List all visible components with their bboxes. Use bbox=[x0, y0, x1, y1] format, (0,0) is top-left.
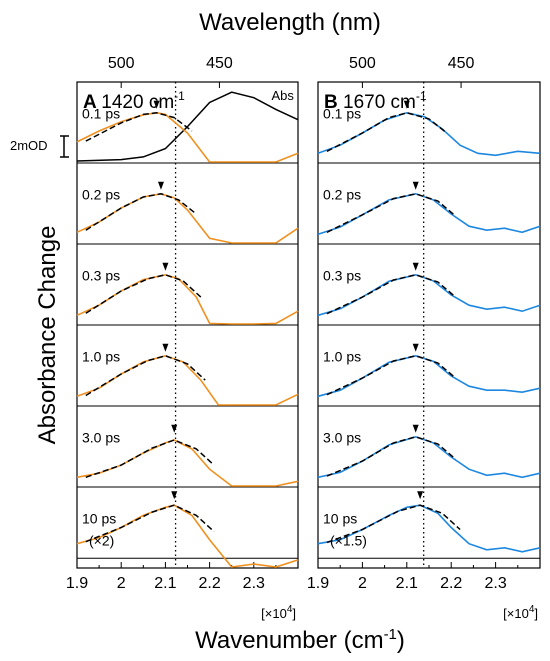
panel-b-trace-fit bbox=[326, 436, 457, 477]
panel-b-peak-marker bbox=[412, 181, 419, 190]
panel-a-trace-label: 3.0 ps bbox=[82, 429, 120, 445]
panel-a-trace-data bbox=[76, 504, 299, 568]
panel-a-x-tick-label: 2.3 bbox=[243, 575, 265, 592]
panel-b-top-tick-label: 450 bbox=[448, 55, 475, 72]
panel-a-trace-data bbox=[76, 111, 299, 163]
panel-a-peak-marker bbox=[171, 491, 178, 500]
panel-b-peak-marker bbox=[412, 343, 419, 352]
panel-b-x-multiplier: [×104] bbox=[503, 604, 538, 621]
panel-b-trace-label: 0.3 ps bbox=[323, 267, 361, 283]
panel-a-title: A 1420 cm-1 bbox=[83, 89, 185, 113]
panel-a-trace-data bbox=[76, 439, 299, 487]
panel-b-x-tick-label: 2.2 bbox=[440, 575, 462, 592]
panel-a-trace-fit bbox=[85, 504, 215, 543]
panel-b-x-tick-label: 2.1 bbox=[396, 575, 418, 592]
panel-a-peak-marker bbox=[162, 343, 169, 352]
panel-b-trace-label: 0.2 ps bbox=[323, 186, 361, 202]
panel-a-x-multiplier: [×104] bbox=[261, 604, 296, 621]
panel-a-peak-marker bbox=[171, 424, 178, 433]
panel-b-x-tick-label: 2 bbox=[358, 575, 367, 592]
panel-b-trace-data bbox=[317, 435, 541, 479]
panel-a-trace-label: 1.0 ps bbox=[82, 348, 120, 364]
panel-b-trace-data bbox=[317, 354, 541, 398]
panel-a-x-tick-label: 2 bbox=[117, 575, 126, 592]
panel-b: 1.9 2 2.1 2.2 2.3 500 450 [×104] B 1670 cm-10.1 … bbox=[307, 55, 541, 621]
y-axis-label: Absorbance Change bbox=[34, 226, 61, 445]
panel-a-peak-marker bbox=[162, 262, 169, 271]
bottom-axis-label-close: ) bbox=[397, 627, 405, 654]
panel-b-peak-marker bbox=[412, 262, 419, 271]
panel-b-peak-marker bbox=[412, 424, 419, 433]
panel-b-top-tick-label: 500 bbox=[349, 55, 376, 72]
panel-a-abs-label: Abs bbox=[271, 88, 294, 103]
panel-a: 1.9 2 2.1 2.2 2.3 500 450 [×104] A 1420 cm-1 Abs 0… bbox=[66, 55, 299, 621]
panel-a-x-tick-label: 2.2 bbox=[198, 575, 220, 592]
panel-b-title: B 1670 cm-1 bbox=[324, 89, 427, 113]
panel-a-top-tick-label: 500 bbox=[108, 55, 135, 72]
panel-a-trace-label: 0.2 ps bbox=[82, 186, 120, 202]
panel-a-trace-fit bbox=[85, 439, 215, 479]
panel-a-top-tick-label: 450 bbox=[206, 55, 233, 72]
panel-b-trace-scale-label: (×1.5) bbox=[330, 532, 367, 548]
panel-a-trace-label: 10 ps bbox=[82, 510, 116, 526]
panel-a-peak-marker bbox=[153, 100, 160, 109]
panel-a-trace-fit bbox=[85, 193, 197, 231]
panel-b-peak-marker bbox=[417, 491, 424, 500]
bottom-axis-label-sup: -1 bbox=[384, 626, 397, 643]
top-axis-label: Wavelength (nm) bbox=[199, 9, 381, 36]
panel-b-trace-fit bbox=[326, 355, 457, 396]
panel-b-trace-data bbox=[317, 273, 541, 317]
panel-b-peak-marker bbox=[403, 100, 410, 109]
panel-b-trace-fit bbox=[326, 274, 457, 315]
panel-b-trace-label: 10 ps bbox=[323, 510, 357, 526]
panel-b-x-tick-label: 1.9 bbox=[307, 575, 329, 592]
panel-b-trace-fit bbox=[326, 193, 457, 233]
panel-b-trace-data bbox=[317, 192, 541, 236]
panel-b-trace-label: 1.0 ps bbox=[323, 348, 361, 364]
bottom-axis-label-main: Wavenumber (cm bbox=[195, 627, 383, 654]
panel-a-peak-marker bbox=[157, 181, 164, 190]
panel-b-trace-label: 3.0 ps bbox=[323, 429, 361, 445]
scale-bar-label: 2mOD bbox=[10, 138, 48, 153]
panel-a-x-tick-label: 2.1 bbox=[154, 575, 176, 592]
bottom-axis-label: Wavenumber (cm-1) bbox=[195, 626, 405, 654]
panel-a-trace-scale-label: (×2) bbox=[89, 532, 114, 548]
panel-b-x-tick-label: 2.3 bbox=[484, 575, 506, 592]
panel-a-trace-fit bbox=[85, 274, 202, 314]
panel-b-trace-fit bbox=[326, 504, 461, 544]
panel-a-trace-label: 0.3 ps bbox=[82, 267, 120, 283]
panel-a-x-tick-label: 1.9 bbox=[66, 575, 88, 592]
panel-a-abs-curve bbox=[76, 91, 299, 162]
panel-b-trace-label: 0.1 ps bbox=[323, 105, 361, 121]
panel-a-trace-label: 0.1 ps bbox=[82, 105, 120, 121]
